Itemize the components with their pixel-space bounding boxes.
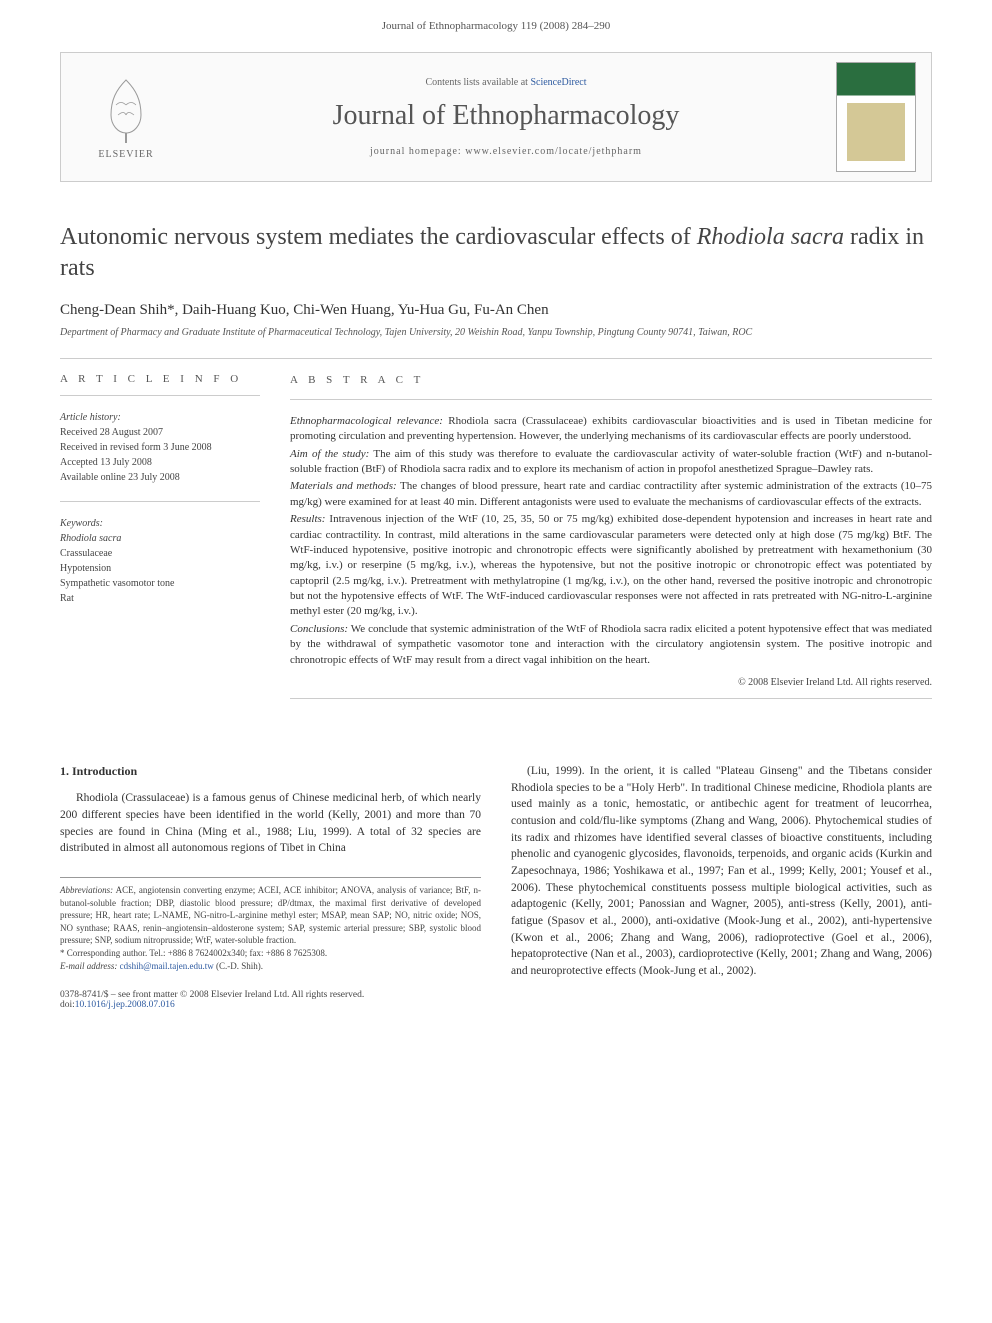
abstract-lead: Aim of the study: (290, 448, 369, 460)
publisher-name: ELSEVIER (98, 149, 153, 160)
abstract-section: Materials and methods: The changes of bl… (290, 479, 932, 510)
doi-line: doi:10.1016/j.jep.2008.07.016 (60, 1000, 932, 1010)
separator (60, 358, 932, 359)
abstract-heading: A B S T R A C T (290, 373, 932, 388)
abstract-column: A B S T R A C T Ethnopharmacological rel… (290, 373, 932, 713)
publisher-logo: ELSEVIER (76, 62, 176, 172)
history-item: Received in revised form 3 June 2008 (60, 440, 260, 455)
doi-link[interactable]: 10.1016/j.jep.2008.07.016 (75, 1000, 175, 1010)
intro-paragraph: Rhodiola (Crassulaceae) is a famous genu… (60, 790, 481, 857)
authors-line: Cheng-Dean Shih*, Daih-Huang Kuo, Chi-We… (60, 302, 932, 319)
abstract-lead: Materials and methods: (290, 480, 397, 492)
abstract-section: Results: Intravenous injection of the Wt… (290, 512, 932, 620)
section-heading: 1. Introduction (60, 763, 481, 780)
keyword: Crassulaceae (60, 546, 260, 561)
abstract-section: Aim of the study: The aim of this study … (290, 447, 932, 478)
separator (60, 501, 260, 502)
abstract-copyright: © 2008 Elsevier Ireland Ltd. All rights … (290, 676, 932, 690)
abbreviations: Abbreviations: ACE, angiotensin converti… (60, 884, 481, 947)
sciencedirect-link[interactable]: ScienceDirect (530, 77, 586, 88)
abstract-section: Conclusions: We conclude that systemic a… (290, 622, 932, 668)
keywords-label: Keywords: (60, 516, 260, 531)
body-right-column: (Liu, 1999). In the orient, it is called… (511, 763, 932, 980)
abstract-text: We conclude that systemic administration… (290, 623, 932, 666)
abstract-lead: Conclusions: (290, 623, 348, 635)
keywords-block: Keywords: Rhodiola sacra Crassulaceae Hy… (60, 516, 260, 606)
abbrev-label: Abbreviations: (60, 885, 113, 895)
issn-line: 0378-8741/$ – see front matter © 2008 El… (60, 990, 932, 1000)
separator (290, 399, 932, 400)
history-item: Accepted 13 July 2008 (60, 455, 260, 470)
running-head: Journal of Ethnopharmacology 119 (2008) … (0, 0, 992, 42)
keyword: Rat (60, 591, 260, 606)
elsevier-tree-icon (96, 75, 156, 145)
banner-center: Contents lists available at ScienceDirec… (176, 77, 836, 157)
article-info-column: A R T I C L E I N F O Article history: R… (60, 373, 260, 713)
history-item: Available online 23 July 2008 (60, 470, 260, 485)
separator (290, 698, 932, 699)
abstract-lead: Results: (290, 513, 325, 525)
corresponding-author: * Corresponding author. Tel.: +886 8 762… (60, 947, 481, 960)
article-title: Autonomic nervous system mediates the ca… (60, 222, 932, 284)
abstract-section: Ethnopharmacological relevance: Rhodiola… (290, 414, 932, 445)
email-link[interactable]: cdshih@mail.tajen.edu.tw (120, 961, 214, 971)
homepage-line: journal homepage: www.elsevier.com/locat… (176, 146, 836, 157)
intro-paragraph-cont: (Liu, 1999). In the orient, it is called… (511, 763, 932, 980)
homepage-label: journal homepage: (370, 146, 465, 157)
abbrev-text: ACE, angiotensin converting enzyme; ACEI… (60, 885, 481, 945)
contents-available-line: Contents lists available at ScienceDirec… (176, 77, 836, 88)
homepage-url[interactable]: www.elsevier.com/locate/jethpharm (465, 146, 642, 157)
journal-banner: ELSEVIER Contents lists available at Sci… (60, 52, 932, 182)
journal-cover-thumbnail (836, 62, 916, 172)
email-line: E-mail address: cdshih@mail.tajen.edu.tw… (60, 960, 481, 973)
abstract-lead: Ethnopharmacological relevance: (290, 415, 443, 427)
affiliation: Department of Pharmacy and Graduate Inst… (60, 327, 932, 338)
article-info-heading: A R T I C L E I N F O (60, 373, 260, 385)
title-part1: Autonomic nervous system mediates the ca… (60, 224, 697, 250)
title-species: Rhodiola sacra (697, 224, 844, 250)
separator (60, 395, 260, 396)
keyword: Sympathetic vasomotor tone (60, 576, 260, 591)
page-footer: 0378-8741/$ – see front matter © 2008 El… (0, 980, 992, 1030)
history-label: Article history: (60, 410, 260, 425)
contents-text: Contents lists available at (425, 77, 530, 88)
history-item: Received 28 August 2007 (60, 425, 260, 440)
footnotes: Abbreviations: ACE, angiotensin converti… (60, 877, 481, 972)
doi-label: doi: (60, 1000, 75, 1010)
email-who: (C.-D. Shih). (214, 961, 263, 971)
keyword: Rhodiola sacra (60, 531, 260, 546)
abstract-text: The aim of this study was therefore to e… (290, 448, 932, 475)
journal-name: Journal of Ethnopharmacology (176, 100, 836, 132)
email-label: E-mail address: (60, 961, 120, 971)
abstract-text: Intravenous injection of the WtF (10, 25… (290, 513, 932, 617)
body-left-column: 1. Introduction Rhodiola (Crassulaceae) … (60, 763, 481, 980)
article-history-block: Article history: Received 28 August 2007… (60, 410, 260, 485)
keyword: Hypotension (60, 561, 260, 576)
